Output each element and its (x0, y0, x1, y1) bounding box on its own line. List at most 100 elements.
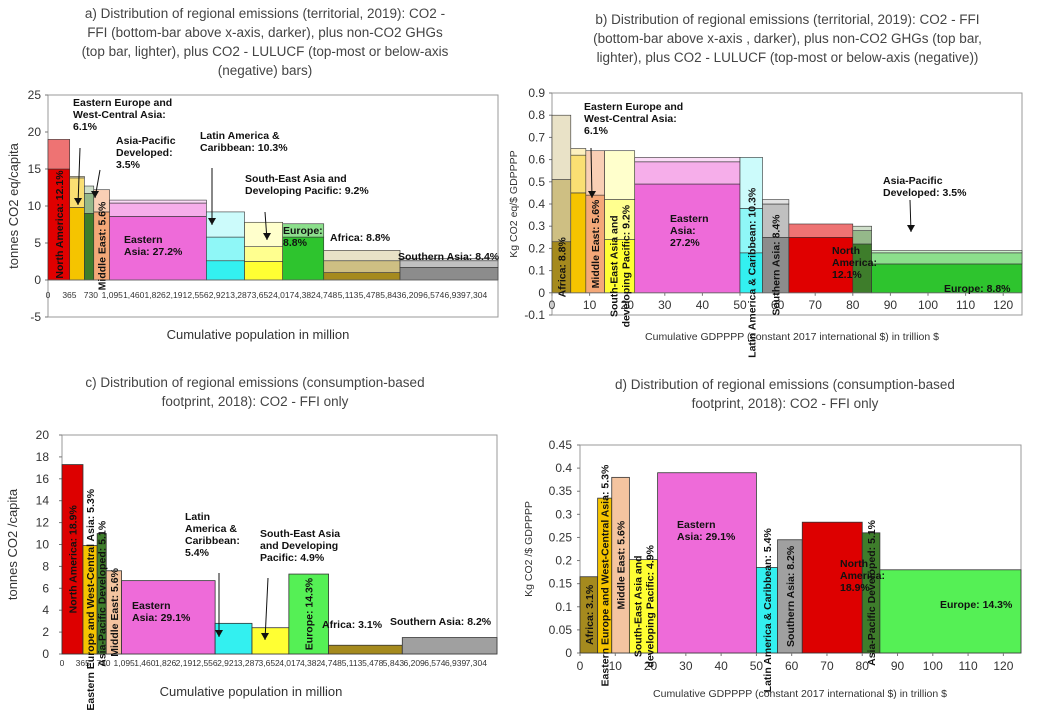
bar-lulucf (762, 199, 790, 205)
x-tick-label: 5,113 (342, 658, 363, 668)
y-tick-label: 0.1 (528, 264, 545, 278)
x-tick-label: 2,191 (166, 290, 188, 300)
chart-d: 0 0.05 0.1 0.15 0.2 0.25 0.3 0.35 0.4 0.45 0 10 20 30… (523, 438, 1022, 700)
bar-label: Asia-Pacific Developed: 3.5% (116, 135, 176, 171)
bar-lulucf (739, 157, 763, 209)
bar-non-co2 (551, 179, 572, 243)
y-tick-label: 0.4 (555, 461, 572, 475)
bar-lulucf (551, 114, 572, 180)
x-tick-label: 60 (771, 298, 785, 312)
bar (777, 539, 803, 654)
arrow-head (208, 218, 216, 225)
x-tick-label: 7,304 (466, 658, 488, 668)
bar-label: Middle East: 5.6% (109, 567, 121, 656)
x-tick-label: 80 (856, 659, 870, 673)
y-tick-label: 16 (36, 472, 50, 486)
bar-ffi (604, 239, 636, 294)
x-tick-label: 3,287 (238, 658, 260, 668)
bar-ffi (244, 261, 283, 281)
bar-lulucf (634, 157, 741, 163)
bar (288, 573, 329, 655)
arrow-head (215, 630, 223, 637)
y-tick-label: 10 (28, 199, 42, 213)
bar-non-co2 (570, 154, 587, 194)
bar-label: Middle East: 5.6% (616, 520, 628, 609)
arrow-head (91, 191, 99, 198)
x-tick-label: 1,095 (114, 658, 136, 668)
x-tick-label: 730 (84, 290, 98, 300)
x-tick-label: 6,574 (423, 290, 445, 300)
bar-label: North America: 18.9% (67, 505, 79, 614)
x-tick-label: 4,017 (279, 658, 301, 668)
bar-label: Latin America & Caribbean: 5.4% (185, 511, 240, 559)
x-axis-label: Cumulative population in million (167, 327, 350, 342)
bar-lulucf (399, 258, 499, 262)
x-tick-label: 1,460 (123, 290, 145, 300)
bar (879, 569, 1022, 654)
x-axis-label: Cumulative GDPPPP (constant 2017 interna… (645, 331, 939, 343)
bar-label: Middle East: 5.6% (97, 201, 109, 290)
bar-non-co2 (852, 230, 872, 245)
y-tick-label: 14 (36, 494, 50, 508)
arrow-head (74, 198, 82, 205)
x-tick-label: 6,939 (445, 658, 467, 668)
y-tick-label: 0 (538, 286, 545, 300)
bar-non-co2 (634, 161, 741, 185)
x-tick-label: 3,652 (252, 290, 274, 300)
y-tick-label: 2 (42, 625, 49, 639)
bar-label: North America: 18.9% (840, 558, 885, 594)
y-axis-label: tonnes CO2 /capita (5, 488, 20, 600)
bar-label: Eastern Asia: 29.1% (677, 519, 736, 543)
bar-label: South-East Asia anddeveloping Pacific: 9… (609, 204, 633, 327)
bar-label: Eastern Europe and West-Central Asia: 5.… (600, 464, 612, 686)
x-tick-label: 6,574 (424, 658, 446, 668)
bar-label: Asia-Pacific Developed: 5.1% (866, 519, 878, 666)
y-axis-label: Kg CO2 /$ GDPPPP (523, 501, 535, 597)
y-tick-label: 18 (36, 450, 50, 464)
x-tick-label: 60 (785, 659, 799, 673)
bar-non-co2 (762, 203, 790, 238)
x-tick-label: 20 (644, 659, 658, 673)
bar-non-co2 (871, 252, 1023, 265)
x-tick-label: 5,478 (362, 658, 384, 668)
bar-label: South-East Asia anddeveloping Pacific: 4… (633, 544, 657, 667)
bar-label: Africa: 3.1% (322, 619, 383, 631)
label-arrow (590, 147, 593, 199)
y-tick-label: 0.5 (528, 175, 545, 189)
x-tick-label: 3,652 (259, 658, 281, 668)
x-tick-label: 90 (884, 298, 898, 312)
bar-non-co2 (323, 260, 401, 273)
y-tick-label: 0.2 (528, 241, 545, 255)
x-tick-label: 2,191 (176, 658, 198, 668)
y-tick-label: -0.1 (524, 308, 545, 322)
bar-lulucf (604, 150, 636, 200)
bar-label: Eastern Europe and West-Central Asia: 5.… (85, 488, 97, 710)
chart-c-title: c) Distribution of regional emissions (c… (85, 375, 425, 409)
x-tick-label: 1,826 (155, 658, 177, 668)
arrow-head (261, 633, 269, 640)
bar-label: Latin America & Caribbean: 5.4% (762, 528, 774, 693)
x-tick-label: 70 (809, 298, 823, 312)
x-tick-label: 4,748 (316, 290, 338, 300)
bar (801, 521, 863, 654)
bar-label: Southern Asia: 8.4% (771, 214, 783, 316)
x-tick-label: 5,843 (380, 290, 402, 300)
bar-lulucf (852, 225, 872, 231)
bar-label: Europe: 14.3% (940, 599, 1013, 611)
bar-non-co2 (788, 223, 854, 238)
x-tick-label: 4,748 (321, 658, 343, 668)
x-tick-label: 5,113 (338, 290, 359, 300)
y-tick-label: 0.8 (528, 108, 545, 122)
bar (628, 559, 659, 654)
x-tick-label: 110 (956, 298, 975, 312)
y-axis-label: tonnes CO2 eq/capita (6, 142, 21, 269)
bar (251, 627, 290, 655)
x-axis-label: Cumulative GDPPPP (constant 2017 interna… (653, 688, 947, 700)
x-tick-label: 4,382 (300, 658, 322, 668)
bar (328, 644, 403, 655)
y-tick-label: -5 (30, 310, 41, 324)
bar-label: Eastern Europe and West-Central Asia: 6.1% (73, 97, 172, 133)
y-tick-label: 0.35 (549, 484, 573, 498)
x-tick-label: 5,478 (359, 290, 381, 300)
